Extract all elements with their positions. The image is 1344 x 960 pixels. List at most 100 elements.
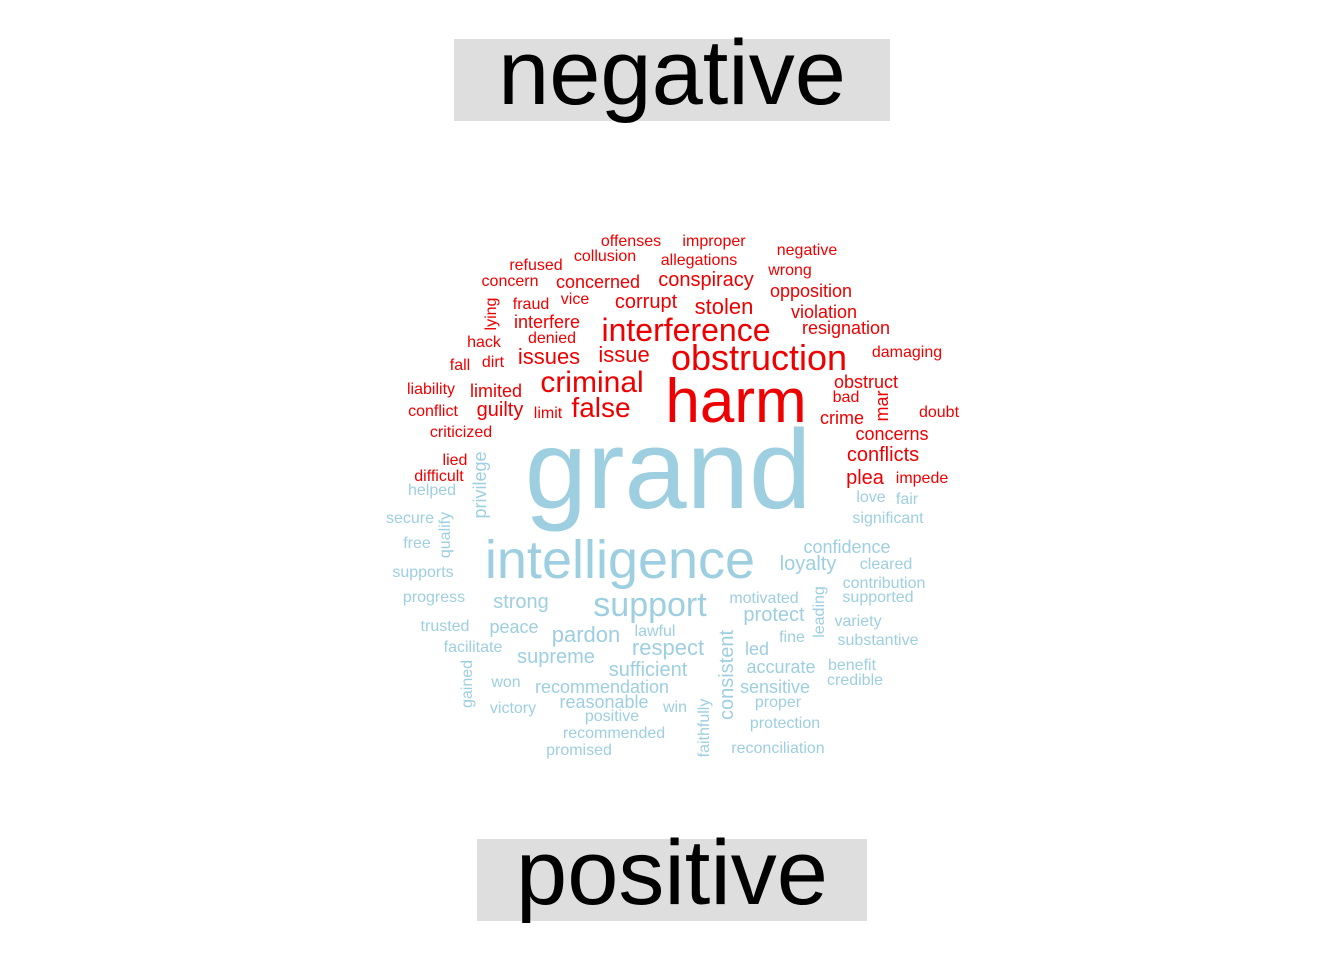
negative-word-crime: crime xyxy=(820,408,864,428)
positive-word-accurate: accurate xyxy=(746,657,816,677)
positive-word-free: free xyxy=(403,535,431,552)
negative-word-allegations: allegations xyxy=(660,252,738,269)
negative-word-false: false xyxy=(571,392,631,423)
negative-word-liability: liability xyxy=(406,381,456,398)
negative-word-conflict: conflict xyxy=(408,403,458,420)
positive-word-leading: leading xyxy=(811,586,828,638)
negative-word-violation: violation xyxy=(790,302,858,322)
negative-word-fall: fall xyxy=(449,357,471,374)
negative-word-corrupt: corrupt xyxy=(614,291,678,313)
positive-word-consistent: consistent xyxy=(716,629,738,721)
positive-word-loyalty: loyalty xyxy=(779,553,837,575)
negative-word-stolen: stolen xyxy=(694,294,754,319)
negative-label: negative xyxy=(498,22,846,124)
negative-word-issues: issues xyxy=(517,344,581,369)
negative-word-vice: vice xyxy=(560,291,590,308)
negative-word-interference: interference xyxy=(601,312,771,348)
negative-word-resignation: resignation xyxy=(801,318,891,338)
negative-word-improper: improper xyxy=(682,233,746,250)
negative-word-criminal: criminal xyxy=(540,366,644,399)
negative-word-negative: negative xyxy=(776,242,838,259)
negative-word-criticized: criticized xyxy=(429,424,493,441)
negative-word-hack: hack xyxy=(467,334,501,351)
positive-word-peace: peace xyxy=(489,617,539,637)
negative-word-obstruction: obstruction xyxy=(670,337,848,378)
positive-word-recommended: recommended xyxy=(562,725,666,742)
positive-word-victory: victory xyxy=(489,700,537,717)
positive-word-support: support xyxy=(593,586,707,624)
positive-word-sensitive: sensitive xyxy=(739,677,811,697)
positive-word-qualify: qualify xyxy=(437,511,454,559)
positive-word-gained: gained xyxy=(459,659,476,709)
negative-word-wrong: wrong xyxy=(768,262,812,279)
positive-word-reasonable: reasonable xyxy=(559,692,649,712)
negative-word-conspiracy: conspiracy xyxy=(658,269,754,291)
positive-word-won: won xyxy=(491,674,521,691)
negative-word-guilty: guilty xyxy=(476,399,524,421)
positive-label-box: positive xyxy=(477,827,867,921)
positive-word-trusted: trusted xyxy=(420,618,470,635)
positive-word-lawful: lawful xyxy=(634,623,676,640)
negative-word-mar: mar xyxy=(872,390,892,422)
positive-word-intelligence: intelligence xyxy=(484,530,756,590)
positive-word-promised: promised xyxy=(546,742,612,759)
positive-word-led: led xyxy=(744,639,770,659)
positive-word-grand: grand xyxy=(524,407,812,532)
negative-label-box: negative xyxy=(454,27,890,121)
positive-word-supreme: supreme xyxy=(517,646,595,668)
positive-word-helped: helped xyxy=(407,482,457,499)
positive-word-supported: supported xyxy=(842,589,914,606)
positive-word-variety: variety xyxy=(834,613,882,630)
negative-word-plea: plea xyxy=(846,467,884,489)
positive-word-pardon: pardon xyxy=(551,622,621,647)
positive-word-confidence: confidence xyxy=(803,537,891,557)
negative-word-limit: limit xyxy=(533,405,563,422)
negative-word-refused: refused xyxy=(509,257,563,274)
negative-word-impede: impede xyxy=(895,470,949,487)
positive-word-substantive: substantive xyxy=(837,632,919,649)
negative-word-damaging: damaging xyxy=(871,344,943,361)
negative-word-interfere: interfere xyxy=(513,312,581,332)
positive-word-love: love xyxy=(856,489,886,506)
positive-word-sufficient: sufficient xyxy=(608,659,688,681)
negative-word-harm: harm xyxy=(665,367,807,436)
negative-word-collusion: collusion xyxy=(573,248,637,265)
positive-word-reconciliation: reconciliation xyxy=(731,740,825,757)
positive-word-protect: protect xyxy=(743,604,805,626)
positive-word-benefit: benefit xyxy=(827,657,877,674)
positive-word-strong: strong xyxy=(493,591,549,613)
positive-word-positive: positive xyxy=(584,708,640,725)
negative-word-conflicts: conflicts xyxy=(846,444,920,466)
positive-word-motivated: motivated xyxy=(729,590,799,607)
negative-word-dirt: dirt xyxy=(481,354,505,371)
positive-word-protection: protection xyxy=(749,715,821,732)
negative-word-opposition: opposition xyxy=(769,281,853,301)
positive-word-fine: fine xyxy=(779,629,805,646)
negative-word-bad: bad xyxy=(832,389,860,406)
positive-word-significant: significant xyxy=(852,510,924,527)
positive-word-faithfully: faithfully xyxy=(696,698,713,758)
negative-word-limited: limited xyxy=(469,381,523,401)
positive-word-contribution: contribution xyxy=(842,575,926,592)
positive-word-win: win xyxy=(662,699,688,716)
positive-word-fair: fair xyxy=(895,491,919,508)
positive-label: positive xyxy=(516,822,828,924)
positive-word-proper: proper xyxy=(754,694,802,711)
positive-word-secure: secure xyxy=(385,510,435,527)
negative-word-doubt: doubt xyxy=(918,404,960,421)
positive-word-facilitate: facilitate xyxy=(443,639,503,656)
positive-word-cleared: cleared xyxy=(859,556,913,573)
negative-word-lying: lying xyxy=(483,297,500,331)
negative-word-denied: denied xyxy=(527,330,577,347)
positive-word-privilege: privilege xyxy=(470,451,490,519)
negative-word-concerned: concerned xyxy=(555,272,641,292)
positive-word-credible: credible xyxy=(826,672,884,689)
positive-word-progress: progress xyxy=(402,589,466,606)
negative-word-fraud: fraud xyxy=(512,296,550,313)
negative-word-offenses: offenses xyxy=(600,233,662,250)
positive-word-recommendation: recommendation xyxy=(534,677,670,697)
negative-word-lied: lied xyxy=(442,452,468,469)
negative-word-concern: concern xyxy=(481,273,539,290)
negative-word-obstruct: obstruct xyxy=(833,372,899,392)
